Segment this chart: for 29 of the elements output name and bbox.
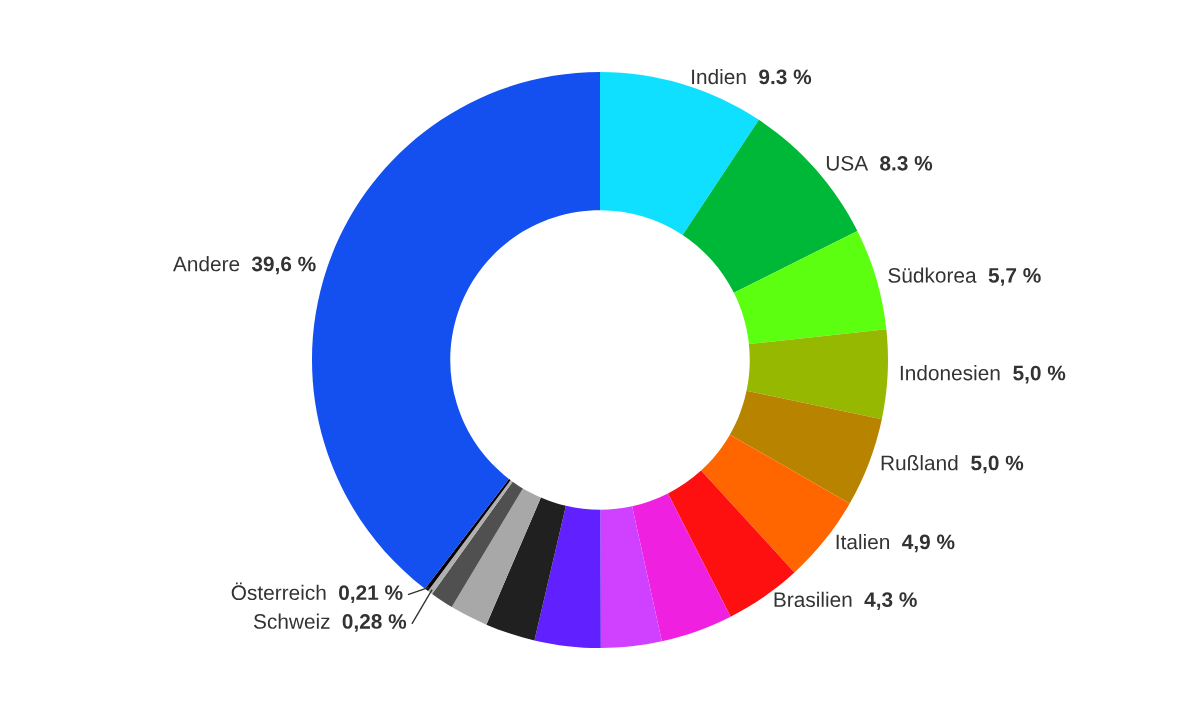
slice-label: Rußland	[881, 455, 958, 471]
slice-label: Brasilien	[774, 591, 852, 608]
slice-label: Indonesien	[900, 365, 1000, 381]
data-label: 8.3 %	[880, 155, 933, 171]
donut-slice	[746, 329, 888, 420]
donut-slice	[729, 390, 882, 504]
slice-label: Schweiz	[253, 613, 330, 629]
slice-label: Österreich	[231, 582, 326, 601]
donut-slice	[432, 481, 523, 607]
data-label: 4,9 %	[902, 534, 955, 553]
slice-label: Andere	[172, 256, 240, 272]
donut-slice	[600, 506, 662, 648]
data-label: 39,6 %	[251, 256, 316, 275]
data-label: 5,7 %	[988, 268, 1041, 286]
donut-slice	[451, 488, 541, 625]
donut-slice	[632, 493, 731, 642]
donut-slice	[486, 497, 566, 641]
data-label: 0,21 %	[339, 585, 403, 604]
data-label: 5,0 %	[1013, 365, 1066, 384]
data-label: 0,28 %	[342, 614, 407, 632]
slice-label: Indien	[692, 68, 746, 85]
data-label: 9.3 %	[759, 69, 812, 85]
slice-label: USA	[826, 155, 869, 171]
slice-label: Italien	[836, 534, 890, 550]
donut-slice	[534, 505, 601, 648]
slice-label: Südkorea	[888, 267, 977, 283]
data-label: 5,0 %	[971, 455, 1024, 474]
data-label: 4,3 %	[864, 592, 917, 611]
donut-slice	[733, 230, 887, 345]
